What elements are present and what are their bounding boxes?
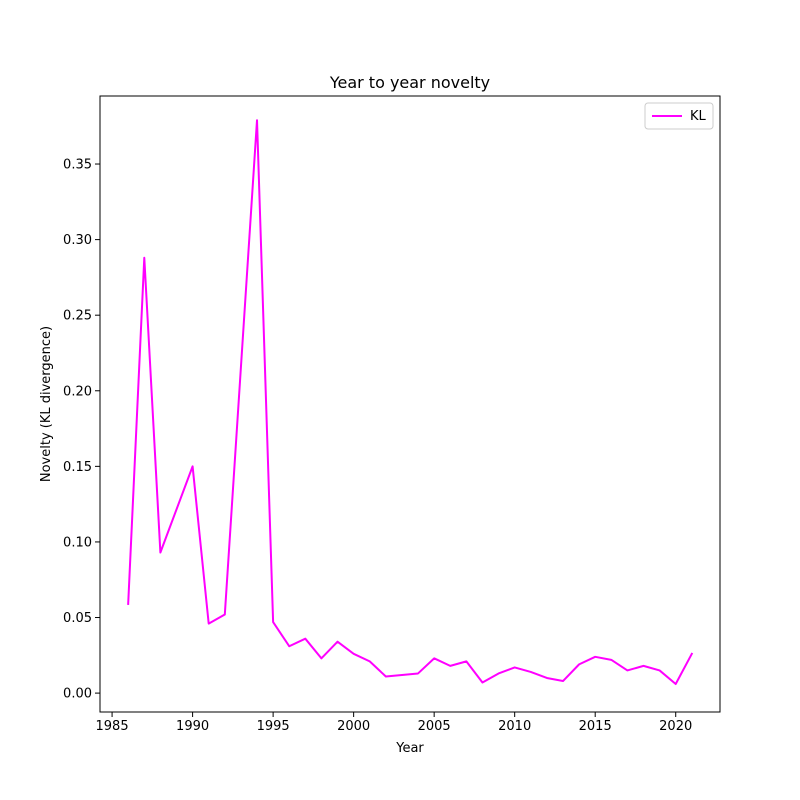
- y-axis-label: Novelty (KL divergence): [39, 326, 54, 482]
- legend: KL: [644, 102, 714, 130]
- x-tick-label: 2000: [337, 719, 370, 734]
- y-tick-label: 0.20: [63, 384, 92, 399]
- x-tick-label: 2015: [579, 719, 612, 734]
- y-tick-label: 0.10: [63, 535, 92, 550]
- y-tick-label: 0.35: [63, 158, 92, 173]
- x-tick-label: 2005: [418, 719, 451, 734]
- x-axis-label: Year: [395, 741, 424, 756]
- series-line-kl: [127, 119, 694, 686]
- y-tick-label: 0.30: [63, 233, 92, 248]
- y-tick-label: 0.15: [63, 460, 92, 475]
- y-tick-label: 0.00: [63, 687, 92, 702]
- x-tick-label: 2020: [659, 719, 692, 734]
- y-tick-label: 0.25: [63, 309, 92, 324]
- chart-title: Year to year novelty: [329, 73, 490, 92]
- x-tick-label: 2010: [498, 719, 531, 734]
- y-tick-label: 0.05: [63, 611, 92, 626]
- x-tick-label: 1990: [176, 719, 209, 734]
- x-tick-label: 1985: [96, 719, 129, 734]
- axes-frame: [99, 95, 721, 713]
- legend-label-kl: KL: [690, 109, 707, 124]
- x-tick-label: 1995: [257, 719, 290, 734]
- plot-area: 1985 1990 1995 2000 2005 2010 2015 2020 0.00 0.05…: [63, 95, 721, 734]
